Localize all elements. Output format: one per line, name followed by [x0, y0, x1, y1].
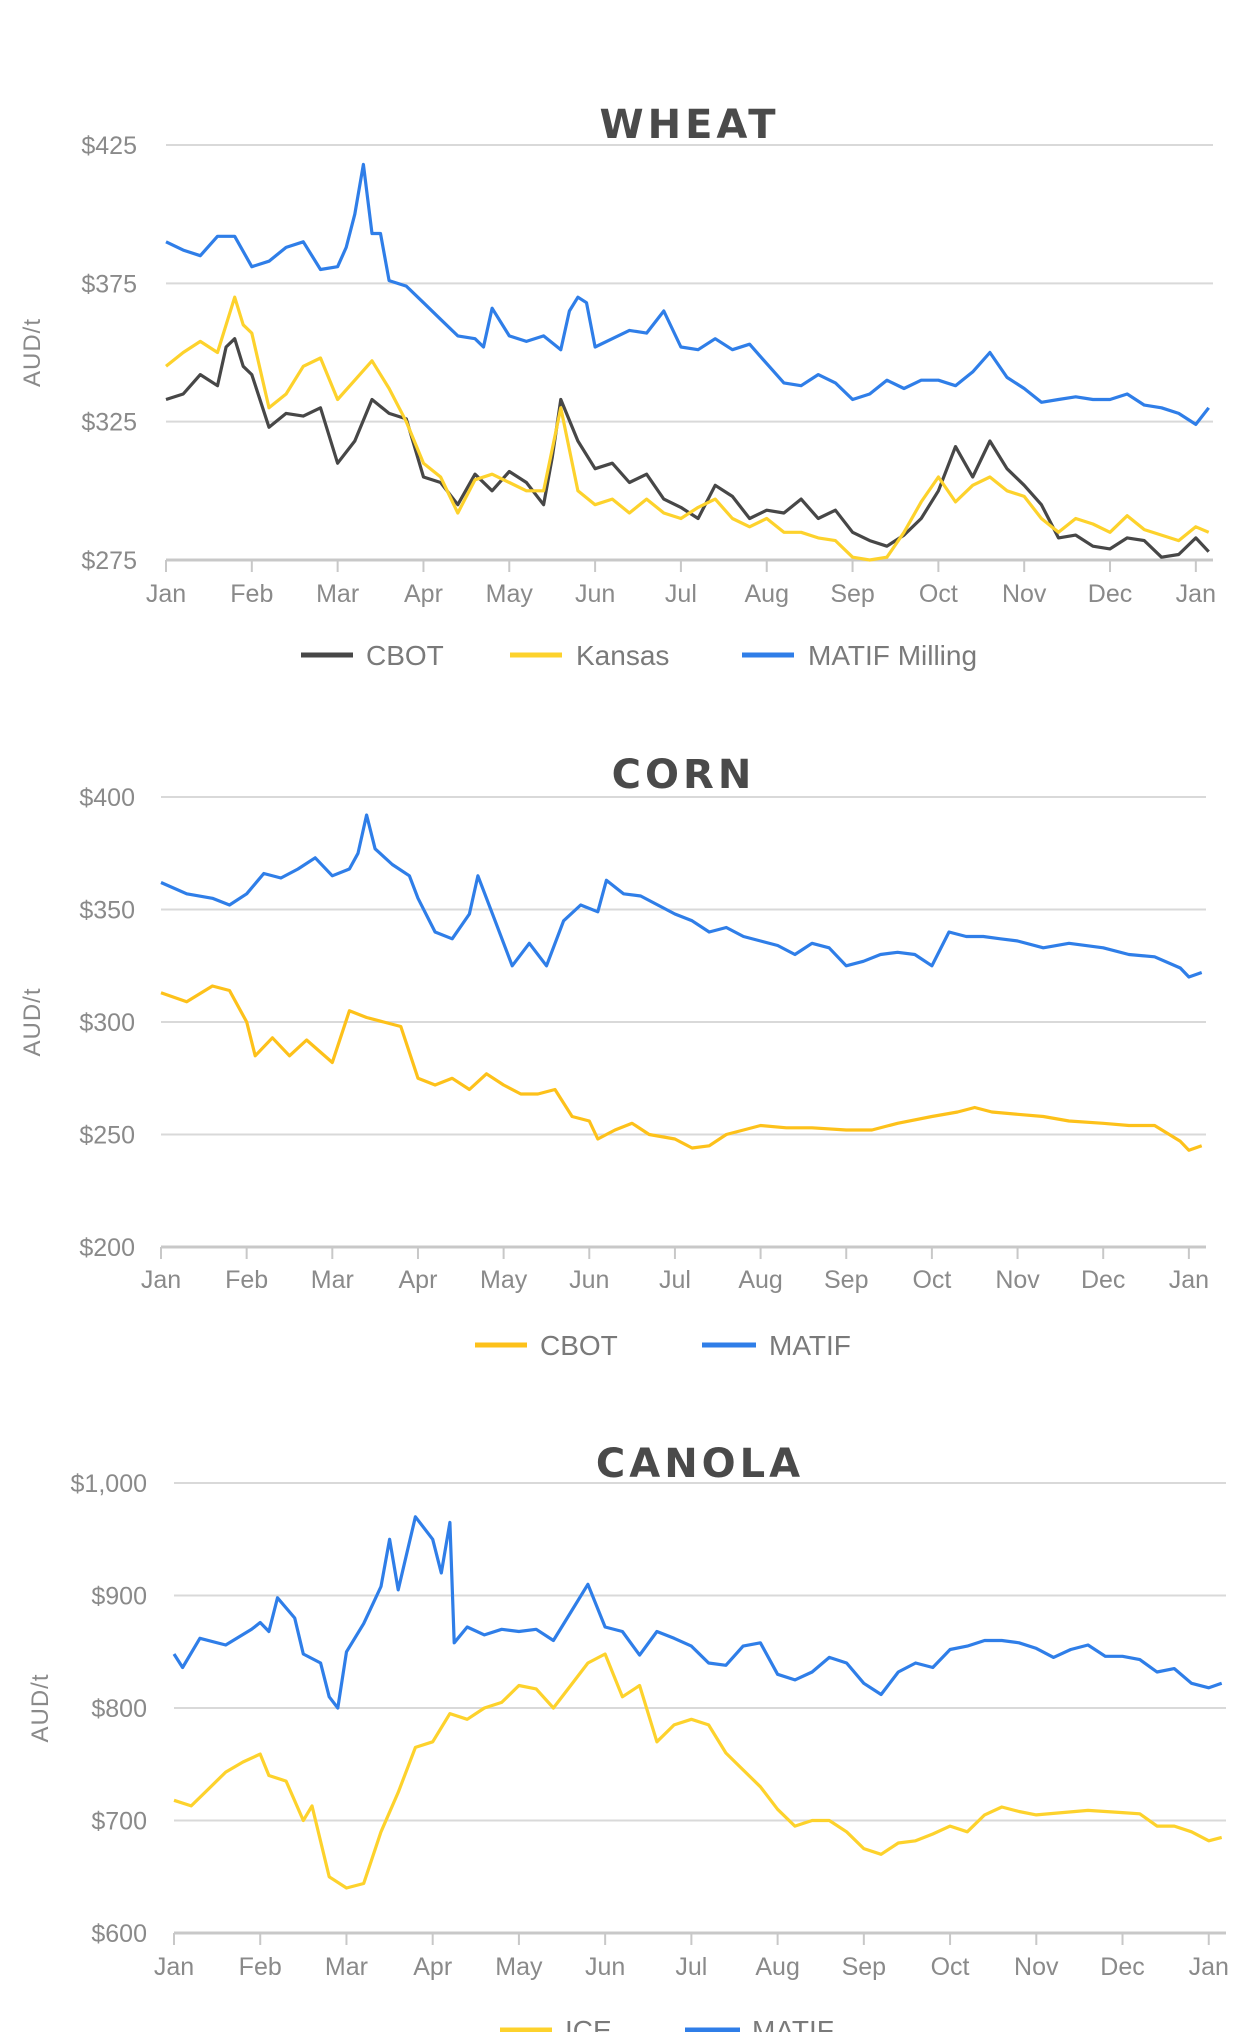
x-tick-label: Mar — [311, 1266, 354, 1294]
x-tick-label: Aug — [744, 580, 788, 608]
y-tick-label: $200 — [79, 1234, 135, 1262]
legend-label: CBOT — [540, 1330, 618, 1361]
legend-label: MATIF — [752, 2015, 834, 2032]
y-tick-label: $800 — [91, 1695, 147, 1723]
x-tick-label: Jan — [141, 1266, 181, 1294]
x-tick-label: Dec — [1088, 580, 1132, 608]
x-tick-label: Aug — [738, 1266, 782, 1294]
legend-item[interactable]: ICE — [500, 2015, 612, 2032]
legend-label: Kansas — [576, 640, 669, 671]
y-tick-label: $1,000 — [71, 1470, 147, 1498]
wheat-chart: WHEAT AUD/t $425 $375 $325 $275 Jan Feb Mar Apr Ma… — [19, 102, 1216, 671]
y-tick-label: $600 — [91, 1920, 147, 1948]
x-tick-label: Oct — [931, 1953, 970, 1981]
legend-label: ICE — [565, 2015, 612, 2032]
x-tick-label: Apr — [404, 580, 443, 608]
y-axis-label: AUD/t — [27, 1673, 54, 1742]
chart-title: CANOLA — [596, 1441, 804, 1487]
x-tick-label: Jul — [675, 1953, 707, 1981]
y-tick-label: $250 — [79, 1122, 135, 1150]
y-tick-label: $375 — [81, 270, 137, 298]
x-tick-label: Apr — [399, 1266, 438, 1294]
x-tick-label: May — [480, 1266, 528, 1294]
x-tick-label: Sep — [824, 1266, 868, 1294]
legend-item[interactable]: MATIF — [702, 1330, 851, 1361]
x-tick-label: Mar — [325, 1953, 368, 1981]
y-tick-label: $275 — [81, 547, 137, 575]
x-tick-label: Feb — [225, 1266, 268, 1294]
legend-label: CBOT — [366, 640, 444, 671]
legend-label: MATIF — [769, 1330, 851, 1361]
x-tick-label: Feb — [239, 1953, 282, 1981]
y-axis-label: AUD/t — [19, 318, 46, 387]
y-tick-label: $325 — [81, 409, 137, 437]
x-tick-label: Jun — [585, 1953, 625, 1981]
series-line-matif — [160, 813, 1203, 979]
y-tick-label: $425 — [81, 132, 137, 160]
x-tick-label: Sep — [842, 1953, 886, 1981]
x-tick-label: Jun — [569, 1266, 609, 1294]
x-tick-label: Nov — [995, 1266, 1040, 1294]
x-tick-label: Oct — [919, 580, 958, 608]
legend-item[interactable]: MATIF Milling — [742, 640, 977, 671]
legend-item[interactable]: CBOT — [475, 1330, 618, 1361]
x-tick-label: Jul — [659, 1266, 691, 1294]
y-tick-label: $700 — [91, 1808, 147, 1836]
series-line-kansas — [164, 295, 1210, 562]
y-tick-label: $900 — [91, 1583, 147, 1611]
chart-title: CORN — [612, 752, 756, 798]
legend-item[interactable]: MATIF — [685, 2015, 834, 2032]
x-tick-label: Jan — [146, 580, 186, 608]
x-tick-label: Jan — [1169, 1266, 1209, 1294]
x-tick-label: Apr — [413, 1953, 452, 1981]
series-line-cbot — [165, 337, 1210, 559]
legend-label: MATIF Milling — [808, 640, 977, 671]
y-tick-label: $350 — [79, 897, 135, 925]
series-line-matif — [172, 1515, 1223, 1710]
x-tick-label: Dec — [1081, 1266, 1125, 1294]
y-tick-label: $400 — [79, 784, 135, 812]
x-tick-label: Aug — [755, 1953, 799, 1981]
legend-item[interactable]: Kansas — [510, 640, 669, 671]
x-tick-label: Nov — [1002, 580, 1047, 608]
x-tick-label: Oct — [912, 1266, 951, 1294]
x-tick-label: Sep — [830, 580, 874, 608]
x-tick-label: Feb — [230, 580, 273, 608]
legend-item[interactable]: CBOT — [301, 640, 444, 671]
series-line-matif-milling — [165, 162, 1210, 426]
x-tick-label: May — [495, 1953, 543, 1981]
series-line-cbot — [160, 984, 1203, 1152]
chart-title: WHEAT — [599, 102, 779, 148]
x-tick-label: Jul — [665, 580, 697, 608]
x-tick-label: Nov — [1014, 1953, 1059, 1981]
series-line-ice — [173, 1652, 1223, 1890]
y-tick-label: $300 — [79, 1009, 135, 1037]
y-axis-label: AUD/t — [19, 987, 46, 1056]
x-tick-label: Mar — [316, 580, 359, 608]
x-tick-label: Jun — [575, 580, 615, 608]
x-tick-label: Jan — [1176, 580, 1216, 608]
x-tick-label: Dec — [1100, 1953, 1144, 1981]
x-tick-label: May — [486, 580, 534, 608]
x-tick-label: Jan — [154, 1953, 194, 1981]
x-tick-label: Jan — [1189, 1953, 1229, 1981]
